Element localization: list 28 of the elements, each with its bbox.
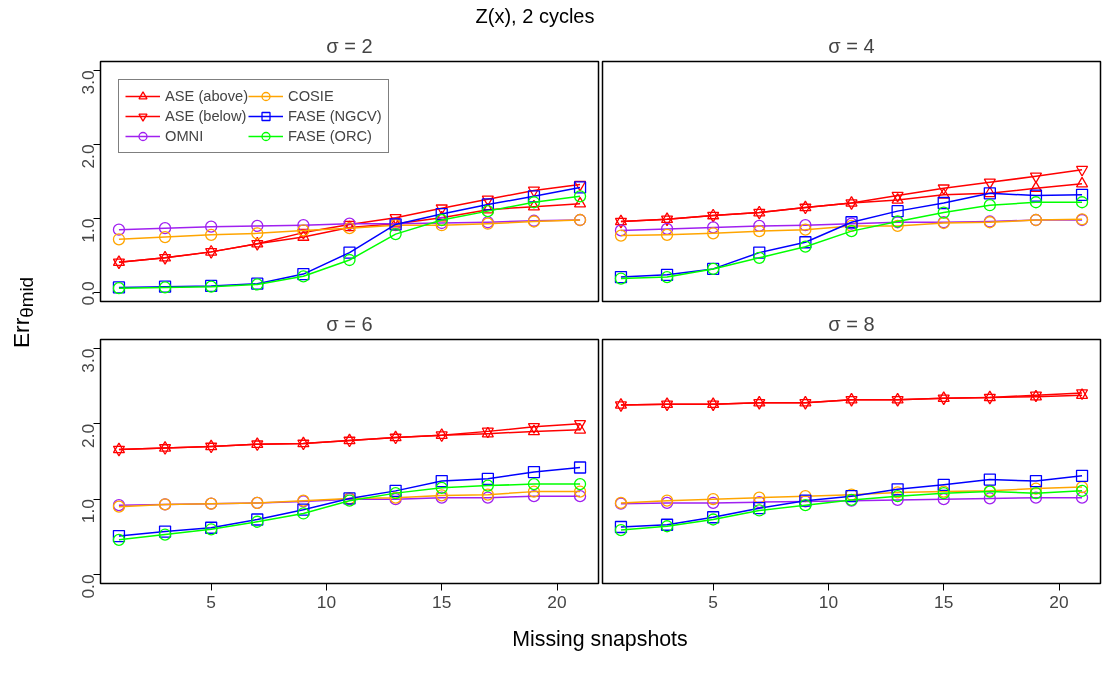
chart-title: σ = 6 — [326, 312, 373, 335]
y-tick-label: 3.0 — [78, 70, 99, 95]
y-tick-label: 1.0 — [78, 218, 99, 243]
x-axis-title: Missing snapshots — [512, 626, 688, 653]
y-tick-label: 0.0 — [78, 574, 99, 599]
chart-title: σ = 8 — [828, 312, 875, 335]
x-tick-label: 20 — [1049, 591, 1069, 612]
x-tick-label: 15 — [432, 591, 452, 612]
x-tick-label: 5 — [708, 591, 718, 612]
chart-title: σ = 4 — [828, 34, 875, 57]
chart-title: σ = 2 — [326, 34, 373, 57]
legend-label: OMNI — [165, 128, 204, 144]
x-tick-label: 20 — [547, 591, 567, 612]
x-tick-label: 5 — [206, 591, 216, 612]
legend-label: FASE (ORC) — [288, 128, 372, 144]
y-tick-label: 3.0 — [78, 348, 99, 373]
x-tick-label: 10 — [316, 591, 337, 612]
legend-label: FASE (NGCV) — [288, 108, 382, 124]
y-tick-label: 1.0 — [78, 499, 99, 524]
y-tick-label: 2.0 — [78, 144, 99, 169]
legend-label: ASE (above) — [165, 88, 249, 104]
text: Z(x), 2 cycles — [475, 4, 595, 29]
y-tick-label: 0.0 — [78, 281, 99, 306]
x-tick-label: 10 — [818, 591, 839, 612]
legend-label: ASE (below) — [165, 108, 247, 124]
legend-label: COSIE — [288, 88, 334, 104]
y-tick-label: 2.0 — [78, 423, 99, 448]
x-tick-label: 15 — [934, 591, 954, 612]
